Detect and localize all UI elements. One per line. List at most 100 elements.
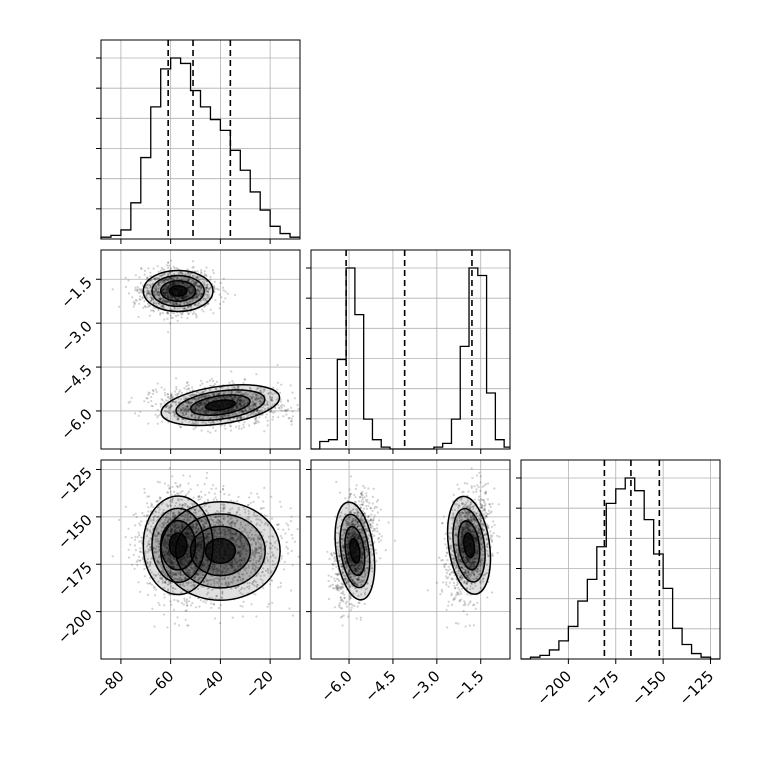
sample-point	[176, 319, 179, 322]
sample-point	[179, 281, 182, 284]
sample-point	[205, 266, 208, 269]
sample-point	[239, 604, 242, 607]
sample-point	[151, 389, 154, 392]
sample-point	[188, 291, 191, 294]
sample-point	[134, 412, 137, 415]
sample-point	[183, 295, 186, 298]
sample-point	[183, 276, 186, 279]
sample-point	[283, 404, 286, 407]
sample-point	[169, 285, 172, 288]
sample-point	[213, 287, 217, 290]
sample-point	[255, 373, 258, 376]
sample-point	[162, 288, 165, 291]
sample-point	[138, 302, 141, 305]
sample-point	[188, 286, 191, 289]
sample-point	[153, 594, 156, 597]
sample-point	[170, 316, 173, 319]
sample-point	[155, 301, 158, 305]
sample-point	[130, 536, 133, 539]
sample-point	[203, 278, 206, 281]
sample-point	[139, 559, 142, 562]
sample-point	[208, 379, 211, 382]
sample-point	[168, 284, 171, 287]
sample-point	[197, 288, 200, 291]
sample-point	[171, 283, 174, 286]
sample-point	[194, 426, 197, 429]
sample-point	[191, 299, 194, 302]
sample-point	[135, 560, 138, 564]
sample-point	[186, 294, 189, 297]
sample-point	[187, 290, 190, 293]
sample-point	[221, 286, 225, 289]
sample-point	[172, 278, 176, 281]
sample-point	[167, 331, 170, 334]
sample-point	[161, 292, 164, 295]
sample-point	[194, 282, 198, 285]
panel-frame-diag-1	[310, 249, 511, 450]
sample-point	[169, 301, 172, 304]
sample-point	[163, 401, 166, 404]
sample-point	[134, 512, 137, 515]
histogram-step-p2	[521, 477, 720, 660]
sample-point	[142, 306, 145, 309]
sample-point	[214, 383, 217, 386]
sample-point	[181, 272, 184, 275]
sample-point	[165, 290, 168, 293]
sample-point	[181, 281, 184, 284]
sample-point	[118, 305, 121, 308]
sample-point	[187, 288, 190, 291]
sample-point	[176, 314, 179, 317]
sample-point	[134, 538, 137, 541]
sample-point	[197, 285, 201, 288]
sample-point	[206, 380, 209, 384]
sample-point	[166, 311, 169, 314]
sample-point	[148, 292, 151, 295]
sample-point	[183, 307, 186, 310]
sample-point	[176, 302, 179, 305]
sample-point	[198, 285, 201, 288]
sample-point	[289, 384, 292, 387]
sample-point	[179, 389, 182, 392]
sample-point	[288, 607, 291, 610]
sample-point	[169, 322, 172, 325]
sample-point	[186, 306, 189, 309]
sample-point	[212, 312, 215, 315]
sample-point	[138, 522, 141, 525]
sample-point	[152, 585, 155, 588]
sample-point	[200, 490, 203, 493]
sample-point	[162, 291, 166, 294]
sample-point	[206, 290, 209, 293]
sample-point	[276, 381, 279, 384]
sample-point	[182, 277, 185, 280]
sample-point	[226, 292, 229, 295]
sample-point	[195, 276, 198, 279]
sample-point	[141, 296, 144, 299]
sample-point	[163, 388, 166, 391]
sample-point	[228, 493, 231, 496]
sample-point	[147, 422, 150, 425]
sample-point	[143, 269, 147, 272]
sample-point	[191, 386, 194, 389]
sample-point	[194, 312, 197, 315]
sample-point	[149, 582, 152, 585]
sample-point	[191, 266, 194, 269]
sample-point	[151, 503, 154, 507]
sample-point	[175, 282, 178, 285]
sample-point	[287, 417, 290, 420]
sample-point	[157, 294, 161, 297]
sample-point	[167, 312, 170, 315]
sample-point	[169, 490, 172, 493]
sample-point	[157, 414, 160, 417]
sample-point	[208, 491, 211, 494]
sample-point	[131, 563, 134, 566]
sample-point	[173, 598, 176, 602]
sample-point	[175, 377, 178, 380]
sample-point	[186, 317, 189, 320]
sample-point	[178, 303, 181, 306]
sample-point	[152, 505, 155, 509]
sample-point	[243, 421, 246, 424]
sample-point	[224, 297, 227, 300]
sample-point	[195, 290, 199, 293]
sample-point	[222, 300, 225, 303]
sample-point	[196, 295, 199, 299]
